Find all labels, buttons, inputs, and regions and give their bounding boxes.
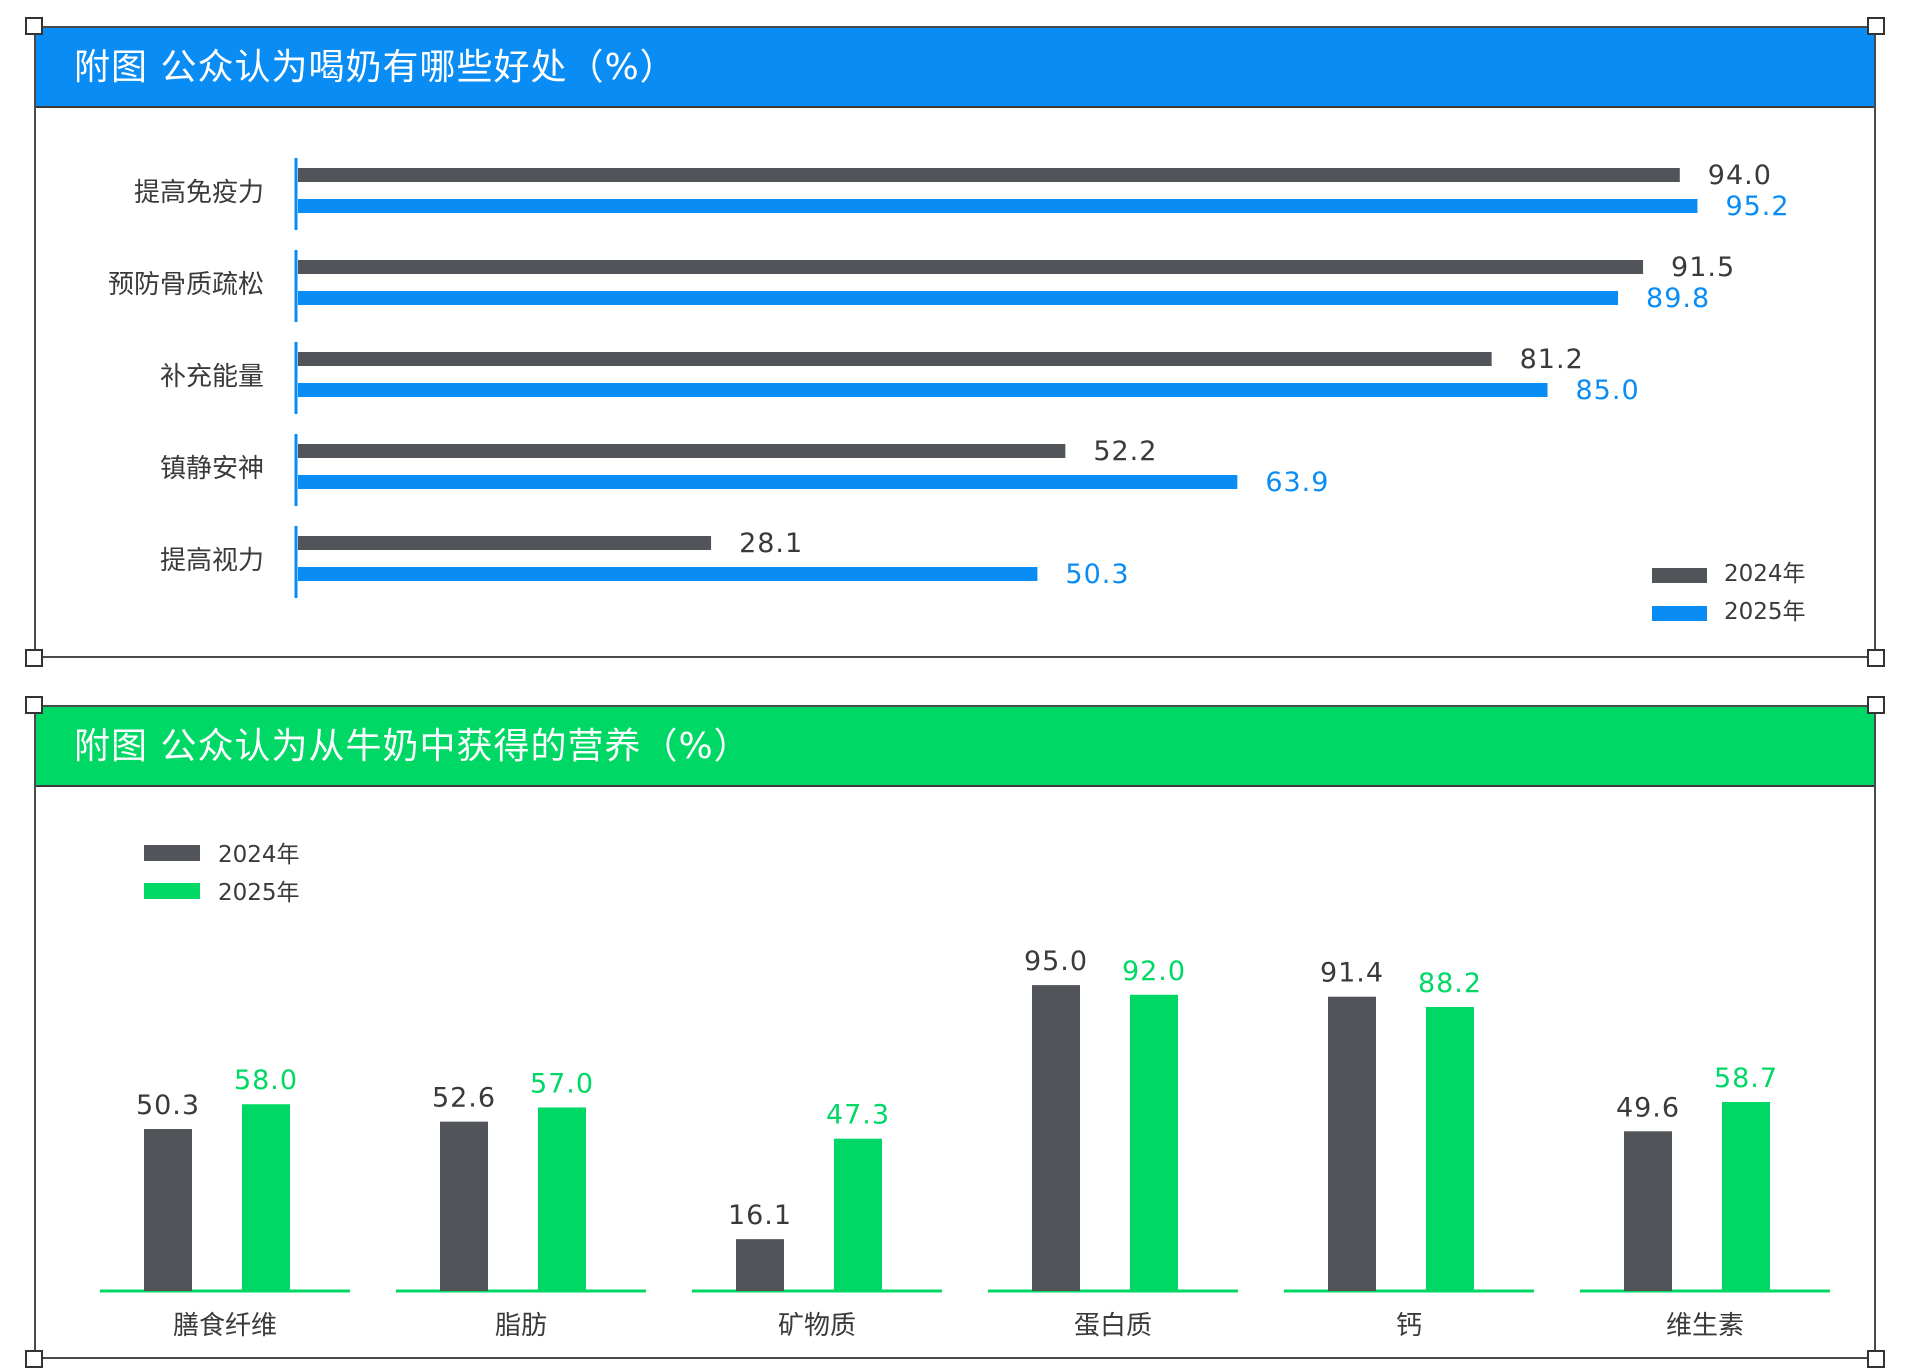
legend-label: 2025年 [1724,599,1806,625]
legend-swatch [1652,568,1707,583]
data-label: 49.6 [1616,1092,1680,1123]
data-label: 58.7 [1714,1063,1778,1094]
bar-2024 [1624,1131,1672,1291]
nutrition-chart-panel: 附图 公众认为从牛奶中获得的营养（%） 膳食纤维 50.3 58.0 脂肪 52.6 57… [34,705,1876,1359]
bar-2024 [440,1121,488,1291]
data-label: 85.0 [1576,375,1640,406]
bar-2025 [1130,994,1178,1291]
data-label: 50.3 [136,1090,200,1121]
data-label: 91.4 [1320,958,1384,989]
data-label: 52.6 [432,1083,496,1114]
data-label: 16.1 [728,1200,792,1231]
data-label: 63.9 [1265,467,1329,498]
category-label: 维生素 [1666,1311,1744,1341]
benefits-chart-title: 附图 公众认为喝奶有哪些好处（%） [36,28,1874,108]
bar-2024 [736,1239,784,1291]
category-label: 膳食纤维 [173,1311,277,1341]
bar-2025 [1426,1006,1474,1291]
data-label: 91.5 [1671,252,1735,283]
resize-handle[interactable] [25,1350,43,1368]
bar-2025 [538,1107,586,1291]
resize-handle[interactable] [1867,1350,1885,1368]
category-label: 提高视力 [160,546,264,576]
bar-2025 [298,291,1619,305]
bar-2024 [298,260,1644,274]
category-label: 预防骨质疏松 [108,270,264,300]
data-label: 95.0 [1024,946,1088,977]
legend-label: 2025年 [218,880,300,906]
resize-handle[interactable] [1867,649,1885,667]
resize-handle[interactable] [1867,696,1885,714]
bar-2025 [242,1104,290,1291]
category-label: 钙 [1396,1311,1422,1341]
resize-handle[interactable] [1867,17,1885,35]
benefits-chart-panel: 附图 公众认为喝奶有哪些好处（%） 提高免疫力 94.0 95.2 预防骨质疏松 91.… [34,26,1876,658]
legend-swatch [144,883,200,899]
data-label: 88.2 [1418,968,1482,999]
bar-2025 [1722,1101,1770,1291]
benefits-bar-chart: 提高免疫力 94.095.2 预防骨质疏松 91.589.8 补充能量 81.285.0 镇… [108,158,1806,625]
bar-2024 [1328,996,1376,1291]
category-label: 蛋白质 [1074,1311,1152,1341]
data-label: 89.8 [1646,283,1710,314]
data-label: 57.0 [530,1068,594,1099]
data-label: 58.0 [234,1065,298,1096]
legend-label: 2024年 [1724,561,1806,587]
data-label: 47.3 [826,1100,890,1131]
data-label: 95.2 [1725,191,1789,222]
resize-handle[interactable] [25,649,43,667]
bar-2024 [1032,985,1080,1291]
nutrition-bar-chart: 膳食纤维 50.3 58.0 脂肪 52.6 57.0 矿物质 16.1 47.3 蛋白质 95.0… [100,842,1830,1341]
bar-2024 [298,444,1066,458]
legend-swatch [1652,606,1707,621]
resize-handle[interactable] [25,696,43,714]
category-label: 脂肪 [495,1311,547,1341]
data-label: 28.1 [739,528,803,559]
category-label: 镇静安神 [160,454,264,484]
legend-swatch [144,845,200,861]
category-label: 提高免疫力 [134,178,264,208]
nutrition-chart-title: 附图 公众认为从牛奶中获得的营养（%） [36,707,1874,787]
category-label: 补充能量 [160,362,264,392]
bar-2025 [834,1138,882,1291]
bar-2024 [144,1129,192,1291]
data-label: 81.2 [1520,344,1584,375]
data-label: 52.2 [1093,436,1157,467]
data-label: 50.3 [1065,559,1129,590]
bar-2025 [298,567,1038,581]
bar-2025 [298,199,1698,213]
category-label: 矿物质 [778,1311,856,1341]
legend-label: 2024年 [218,842,300,868]
bar-2024 [298,536,712,550]
bar-2025 [298,383,1548,397]
bar-2025 [298,475,1238,489]
data-label: 92.0 [1122,956,1186,987]
bar-2024 [298,168,1680,182]
bar-2024 [298,352,1492,366]
data-label: 94.0 [1708,160,1772,191]
resize-handle[interactable] [25,17,43,35]
